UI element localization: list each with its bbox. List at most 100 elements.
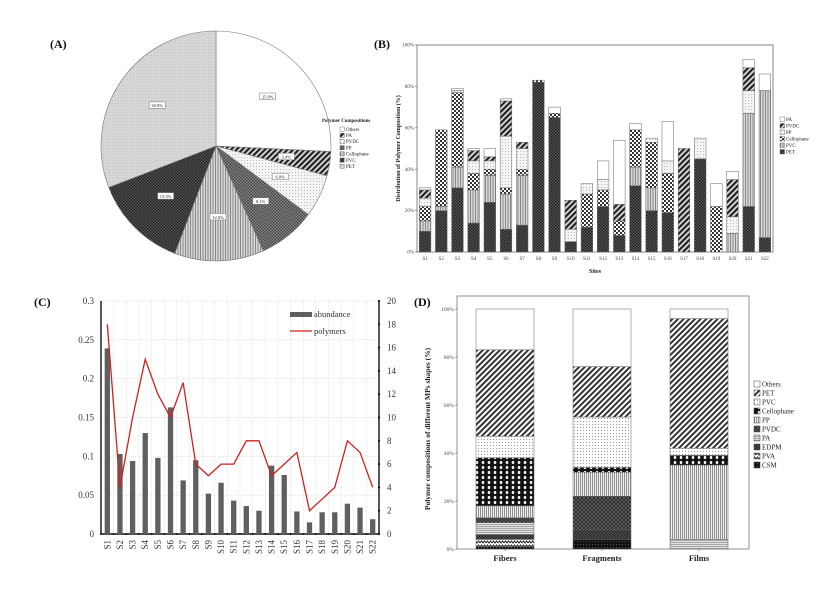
bar-segment-s20-pp	[726, 216, 739, 234]
x-tick-label: S21	[745, 257, 753, 262]
bar-segment-s18-pet	[694, 158, 707, 253]
bar-segment-s4-pet	[467, 222, 480, 253]
bar-abundance-s21	[357, 507, 363, 534]
bar-abundance-s20	[344, 503, 351, 534]
pie-chart-polymer-compositions: 25.8% 3.4% 6.0% 8.1% 12.6% 13.3% 30.9% Polymer …	[100, 30, 370, 262]
x-tick-label: S1	[102, 540, 112, 550]
x-tick-label: S19	[712, 257, 720, 262]
bar-segment-s2-pvc	[435, 206, 448, 211]
bar-segment-s14-pa	[629, 123, 642, 131]
pie-label-box	[148, 101, 166, 109]
legend-swatch-pet	[753, 389, 761, 397]
bar-segment-s15-pp	[645, 137, 658, 143]
bar-segment-s21-pvdc	[742, 67, 755, 91]
bar-segment-films-cellophane	[669, 455, 729, 466]
legend-label-edpm: EDPM	[762, 444, 782, 452]
x-tick	[100, 533, 102, 535]
bar-segment-s1-pvc	[419, 220, 432, 232]
bar-segment-films-pp	[669, 464, 729, 540]
x-tick-label: S20	[342, 540, 352, 555]
y-left-tick-label: 0.05	[78, 490, 94, 500]
y-tick-label: 60%	[405, 126, 414, 131]
legend-label-pvdc: PVDC	[346, 140, 360, 145]
bar-abundance-s6	[167, 407, 174, 534]
y-right-tick-label: 18	[387, 319, 397, 329]
bar-segment-fragments-pp	[572, 471, 632, 497]
bar-segment-s4-pp	[467, 160, 480, 174]
bar-segment-fibers-pvdc	[475, 517, 535, 523]
bar-segment-fibers-pet	[475, 349, 535, 437]
bar-segment-s12-pet	[597, 206, 610, 253]
legend-label-others: Others	[346, 128, 359, 133]
y-left-tick-label: 0.2	[83, 374, 94, 384]
bar-segment-s20-pvdc	[726, 179, 739, 218]
pie-slice-pet	[100, 30, 217, 188]
legend-label-cellophane: Cellophane	[786, 138, 810, 143]
legend-label-cellophane: Cellophane	[346, 153, 370, 158]
x-axis-title: Sites	[589, 269, 602, 275]
bar-segment-s6-pet	[499, 228, 513, 253]
bar-segment-s1-pvdc	[419, 189, 432, 199]
bar-segment-fibers-csm	[475, 546, 535, 550]
legend-swatch-pvdc	[339, 139, 345, 144]
bar-segment-s14-pvc	[629, 166, 642, 187]
y-left-tick-label: 0.1	[83, 451, 94, 461]
x-tick-label: S7	[520, 257, 526, 262]
legend-swatch-others	[753, 380, 761, 388]
legend-swatch-edpm	[753, 443, 761, 451]
x-tick	[150, 533, 153, 535]
panel-c-label: (C)	[34, 295, 51, 309]
legend-label-pvdc: PVDC	[786, 125, 800, 130]
bar-segment-s11-pp	[580, 183, 593, 195]
x-tick-label: S8	[191, 540, 201, 550]
y-right-tick-label: 12	[387, 389, 396, 399]
bar-segment-s8-pet	[532, 82, 545, 253]
bar-abundance-s9	[205, 493, 212, 534]
pie-data-label: 8.1%	[256, 199, 266, 204]
bar-segment-s7-pp	[516, 148, 529, 170]
y-right-tick-label: 4	[387, 482, 392, 492]
x-tick-label: S2	[115, 540, 125, 550]
x-tick-label: S18	[317, 540, 327, 555]
bar-abundance-s10	[218, 482, 224, 534]
bar-segment-s11-pet	[580, 226, 593, 253]
y-tick-label: 20%	[444, 499, 455, 505]
bar-segment-s15-cellophane	[645, 142, 658, 189]
bar-segment-s5-pa	[483, 148, 496, 158]
stacked-bar-chart-shapes: 0% 20% 40% 60% 80% 100% Fibers Fragments Films Po…	[423, 295, 794, 563]
bar-segment-s3-pp	[451, 90, 464, 93]
bar-segment-s9-cellophane	[548, 113, 561, 118]
x-tick-label: S14	[632, 257, 640, 262]
bar-segment-fragments-pet	[572, 366, 632, 418]
bar-segment-films-others	[669, 308, 729, 319]
legend-swatch-pp	[339, 145, 345, 151]
x-tick	[340, 533, 343, 535]
y-tick-label: 0%	[447, 547, 455, 553]
bar-segment-s5-pvc	[483, 175, 496, 203]
y-right-tick-label: 2	[387, 506, 392, 516]
bar-abundance-s1	[104, 348, 110, 534]
bar-abundance-s16	[294, 511, 300, 534]
legend-label-pvc: PVC	[346, 159, 356, 164]
bar-segment-s5-pet	[483, 202, 496, 253]
x-tick-label: S10	[216, 540, 226, 555]
bar-segment-s5-pp	[483, 160, 496, 170]
x-tick-label: S11	[583, 257, 591, 262]
pie-label-box	[278, 152, 295, 160]
legend-label-pvc: PVC	[786, 144, 796, 149]
bar-segment-s4-pvc	[467, 189, 480, 224]
bar-segment-s21-pet	[742, 206, 755, 253]
bar-segment-films-pet	[669, 318, 729, 449]
legend-swatch-pvc	[339, 157, 345, 163]
legend-swatch-pvc	[753, 398, 761, 406]
legend-label-others: Others	[762, 381, 781, 389]
x-tick-label: S5	[487, 257, 493, 262]
y-right-tick-label: 0	[387, 529, 392, 539]
panel-a-label: (A)	[50, 37, 67, 51]
x-tick	[213, 533, 216, 535]
bar-segment-s7-pet	[516, 224, 529, 253]
pie-data-label: 6.0%	[276, 175, 286, 180]
x-tick-label: S3	[128, 540, 138, 550]
bar-abundance-s15	[281, 474, 287, 534]
x-tick	[163, 533, 166, 535]
